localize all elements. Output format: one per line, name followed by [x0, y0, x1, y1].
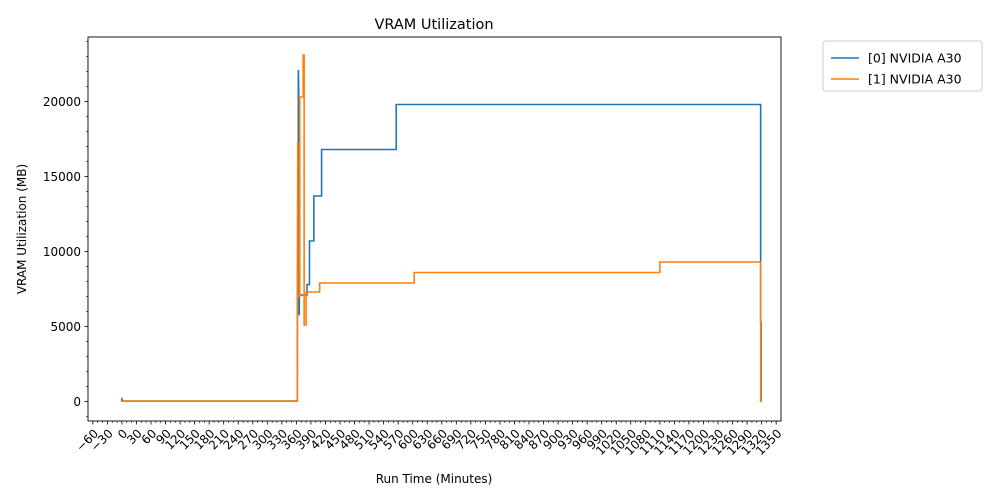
plot-background	[88, 37, 781, 421]
y-tick-label: 0	[73, 395, 81, 409]
legend-frame	[822, 40, 983, 92]
y-tick-label: 5000	[50, 320, 81, 334]
y-tick-label: 10000	[43, 245, 81, 259]
y-tick-label: 15000	[43, 170, 81, 184]
x-axis-title: Run Time (Minutes)	[376, 472, 493, 486]
series-line-1	[121, 54, 762, 403]
plot-area	[87, 36, 782, 422]
y-tick-label: 20000	[43, 95, 81, 109]
y-axis-title: VRAM Utilization (MB)	[15, 164, 29, 294]
series-layer	[121, 54, 762, 403]
legend-label-series-0: [0] NVIDIA A30	[868, 51, 962, 66]
plot-frame	[87, 36, 782, 422]
legend: [0] NVIDIA A30 [1] NVIDIA A30	[822, 40, 983, 92]
legend-label-series-1: [1] NVIDIA A30	[868, 72, 962, 87]
chart-title: VRAM Utilization	[374, 17, 493, 33]
y-axis: 0 5000 10000 15000 20000	[43, 41, 88, 417]
